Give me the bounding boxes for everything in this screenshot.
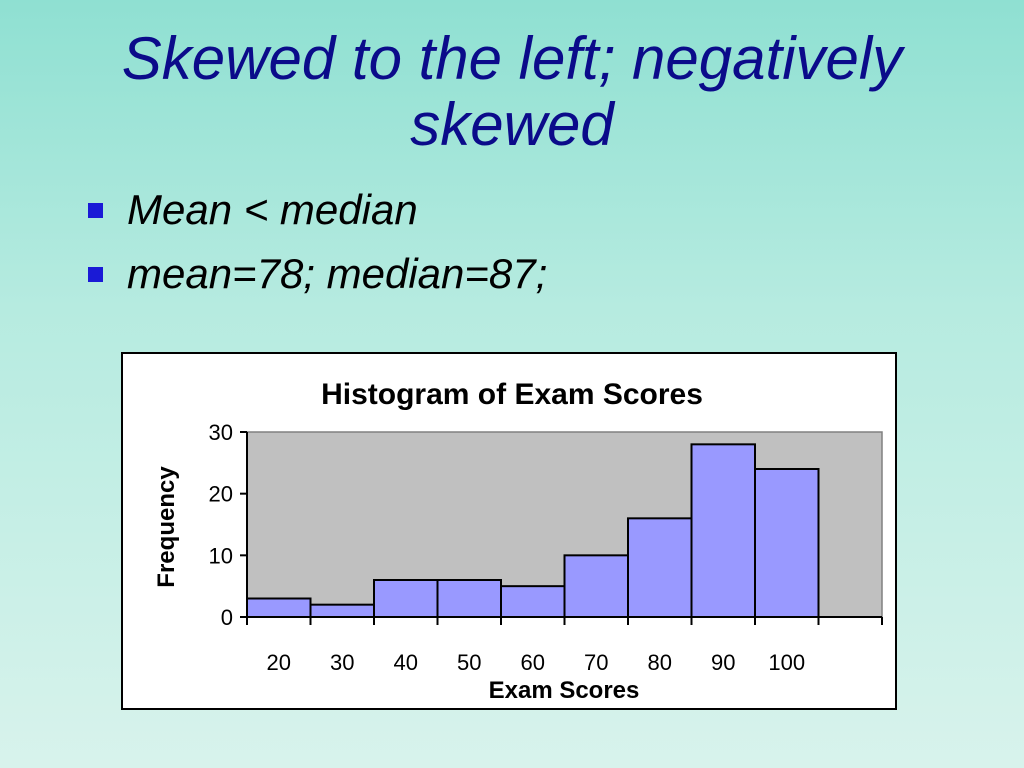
histogram-chart: Histogram of Exam Scores Exam Scores Fre… <box>153 378 883 704</box>
chart-frame: Histogram of Exam Scores Exam Scores Fre… <box>121 352 897 710</box>
histogram-bar <box>627 517 693 618</box>
bullet-item: mean=78; median=87; <box>88 246 547 302</box>
histogram-bar <box>563 554 629 618</box>
y-tick-label: 20 <box>209 482 233 507</box>
square-bullet-icon <box>88 202 103 218</box>
y-tick-label: 10 <box>209 543 233 568</box>
y-axis-label: Frequency <box>153 466 180 588</box>
histogram-bar <box>246 597 312 618</box>
y-tick-label: 30 <box>209 420 233 445</box>
x-tick-label: 50 <box>457 650 481 675</box>
x-tick-label: 100 <box>768 650 805 675</box>
slide-title: Skewed to the left; negatively skewed <box>121 25 903 158</box>
x-tick-label: 40 <box>394 650 418 675</box>
histogram-bar <box>754 468 820 618</box>
histogram-bar <box>500 585 566 619</box>
x-tick-label: 60 <box>521 650 545 675</box>
x-tick-label: 20 <box>267 650 291 675</box>
y-tick-label: 0 <box>221 605 233 630</box>
x-tick-label: 80 <box>648 650 672 675</box>
x-tick-label: 70 <box>584 650 608 675</box>
histogram-bar <box>436 579 502 618</box>
histogram-bar <box>309 603 375 619</box>
histogram-bar <box>373 579 439 618</box>
histogram-bar <box>690 443 756 619</box>
x-axis-label: Exam Scores <box>489 677 640 704</box>
bullet-text: mean=78; median=87; <box>127 250 548 297</box>
bullet-item: Mean < median <box>88 182 547 238</box>
bullet-text: Mean < median <box>127 186 418 233</box>
x-tick-label: 90 <box>711 650 735 675</box>
chart-title: Histogram of Exam Scores <box>321 378 703 411</box>
square-bullet-icon <box>88 266 103 282</box>
x-tick-label: 30 <box>330 650 354 675</box>
bullet-list: Mean < median mean=78; median=87; <box>88 182 547 310</box>
